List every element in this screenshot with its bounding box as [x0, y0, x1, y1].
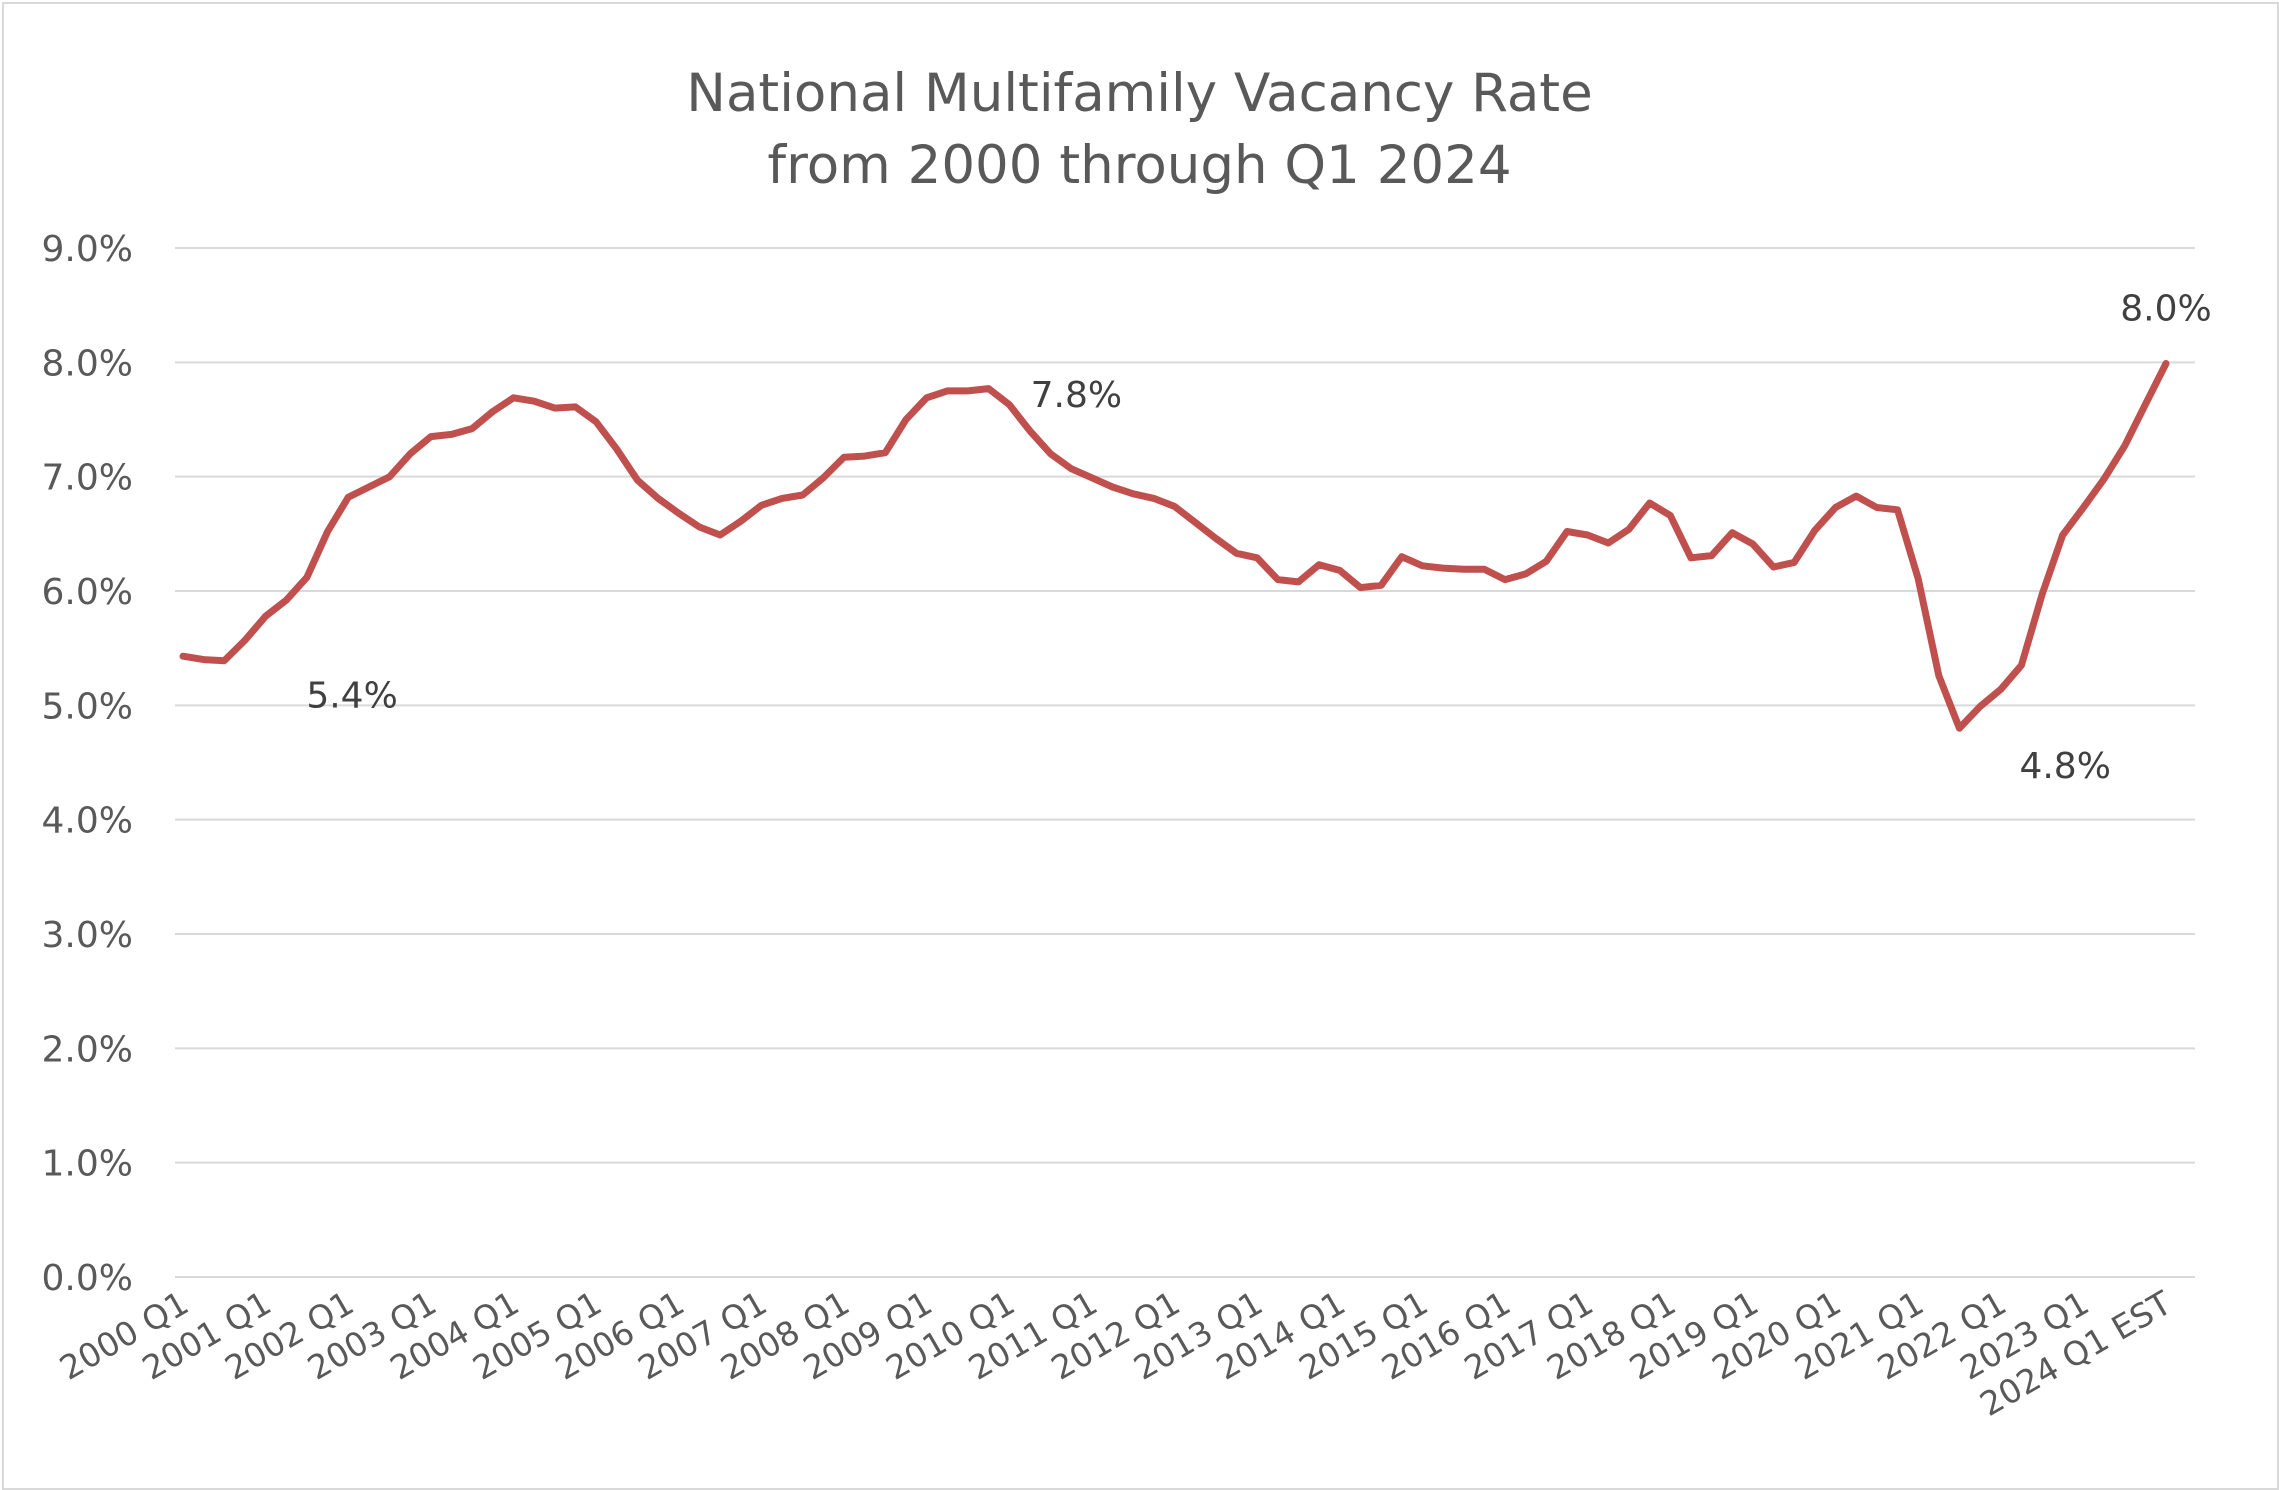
y-tick-label: 1.0%	[42, 1144, 133, 1185]
y-tick-label: 6.0%	[42, 572, 133, 613]
y-tick-label: 2.0%	[42, 1029, 133, 1070]
gridlines	[175, 247, 2195, 1278]
series-line	[179, 360, 2170, 732]
y-tick-label: 7.0%	[42, 458, 133, 499]
chart-title: National Multifamily Vacancy Rate	[686, 63, 1593, 124]
y-tick-label: 0.0%	[42, 1258, 133, 1299]
y-axis-ticks: 0.0% 1.0% 2.0% 3.0% 4.0% 5.0% 6.0% 7.0% 8.0% 9.0%	[42, 229, 133, 1299]
data-label: 5.4%	[306, 676, 397, 717]
y-tick-label: 5.0%	[42, 686, 133, 727]
data-label: 8.0%	[2120, 288, 2211, 329]
data-label: 7.8%	[1031, 375, 1122, 416]
y-tick-label: 9.0%	[42, 229, 133, 270]
data-label: 4.8%	[2019, 746, 2110, 787]
y-tick-label: 8.0%	[42, 343, 133, 384]
y-tick-label: 3.0%	[42, 915, 133, 956]
y-tick-label: 4.0%	[42, 801, 133, 842]
chart-title-block: National Multifamily Vacancy Rate from 2…	[0, 58, 2279, 202]
data-labels: 5.4% 7.8% 4.8% 8.0%	[306, 288, 2211, 787]
chart-subtitle: from 2000 through Q1 2024	[767, 135, 1512, 196]
